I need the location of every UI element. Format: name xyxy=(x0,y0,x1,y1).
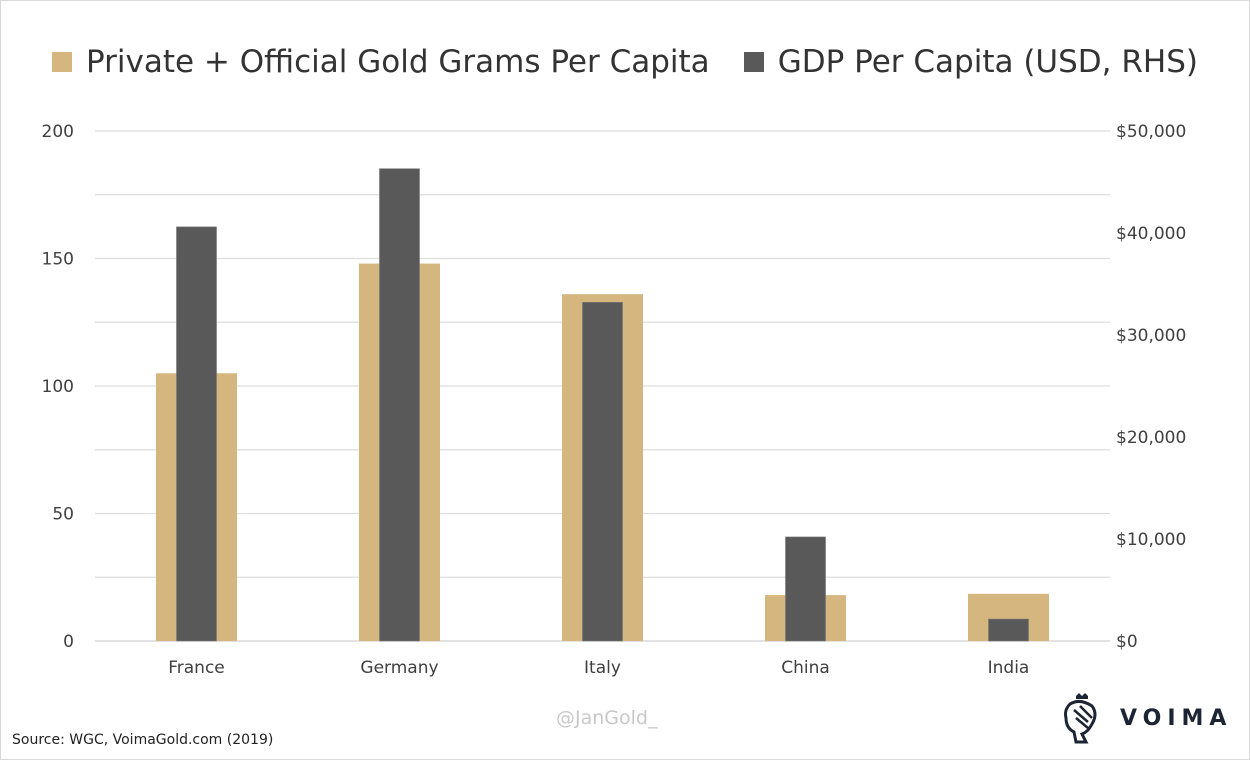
bar-gdp-germany xyxy=(379,168,420,642)
right-axis-tick-label: $50,000 xyxy=(1116,122,1186,142)
legend-label-gold: Private + Official Gold Grams Per Capita xyxy=(85,44,710,80)
right-axis-tick-label: $10,000 xyxy=(1116,530,1186,550)
bar-gdp-italy xyxy=(582,302,623,642)
right-axis-tick-label: $40,000 xyxy=(1116,224,1186,244)
legend-item-gold: Private + Official Gold Grams Per Capita xyxy=(51,44,710,80)
left-axis-tick-label: 0 xyxy=(63,632,74,652)
right-axis-tick-label: $20,000 xyxy=(1116,428,1186,448)
left-axis-tick-label: 50 xyxy=(52,505,74,525)
lion-crest-icon xyxy=(1064,693,1097,744)
source-note: Source: WGC, VoimaGold.com (2019) xyxy=(12,732,274,748)
legend-swatch-gold xyxy=(51,52,72,72)
bar-gdp-france xyxy=(176,226,217,642)
left-axis-tick-label: 100 xyxy=(42,377,74,397)
right-axis-tick-label: $30,000 xyxy=(1116,326,1186,346)
x-axis-tick-label: France xyxy=(168,658,225,678)
left-axis-tick-label: 150 xyxy=(42,250,74,270)
legend-label-gdp: GDP Per Capita (USD, RHS) xyxy=(777,44,1198,80)
bar-gdp-india xyxy=(988,618,1029,642)
bar-gdp-china xyxy=(785,536,826,642)
legend: Private + Official Gold Grams Per Capita… xyxy=(0,44,1250,80)
legend-item-gdp: GDP Per Capita (USD, RHS) xyxy=(743,44,1198,80)
logo-text: VOIMA xyxy=(1120,705,1233,731)
x-axis-tick-label: Germany xyxy=(360,658,438,678)
left-axis-tick-label: 200 xyxy=(42,122,74,142)
voima-logo: VOIMA xyxy=(1062,692,1232,744)
watermark: @JanGold_ xyxy=(556,707,658,729)
x-axis-tick-label: China xyxy=(781,658,830,678)
right-axis-tick-label: $0 xyxy=(1116,632,1138,652)
legend-swatch-gdp xyxy=(743,52,764,72)
x-axis-tick-label: Italy xyxy=(584,658,621,678)
x-axis-tick-label: India xyxy=(988,658,1030,678)
